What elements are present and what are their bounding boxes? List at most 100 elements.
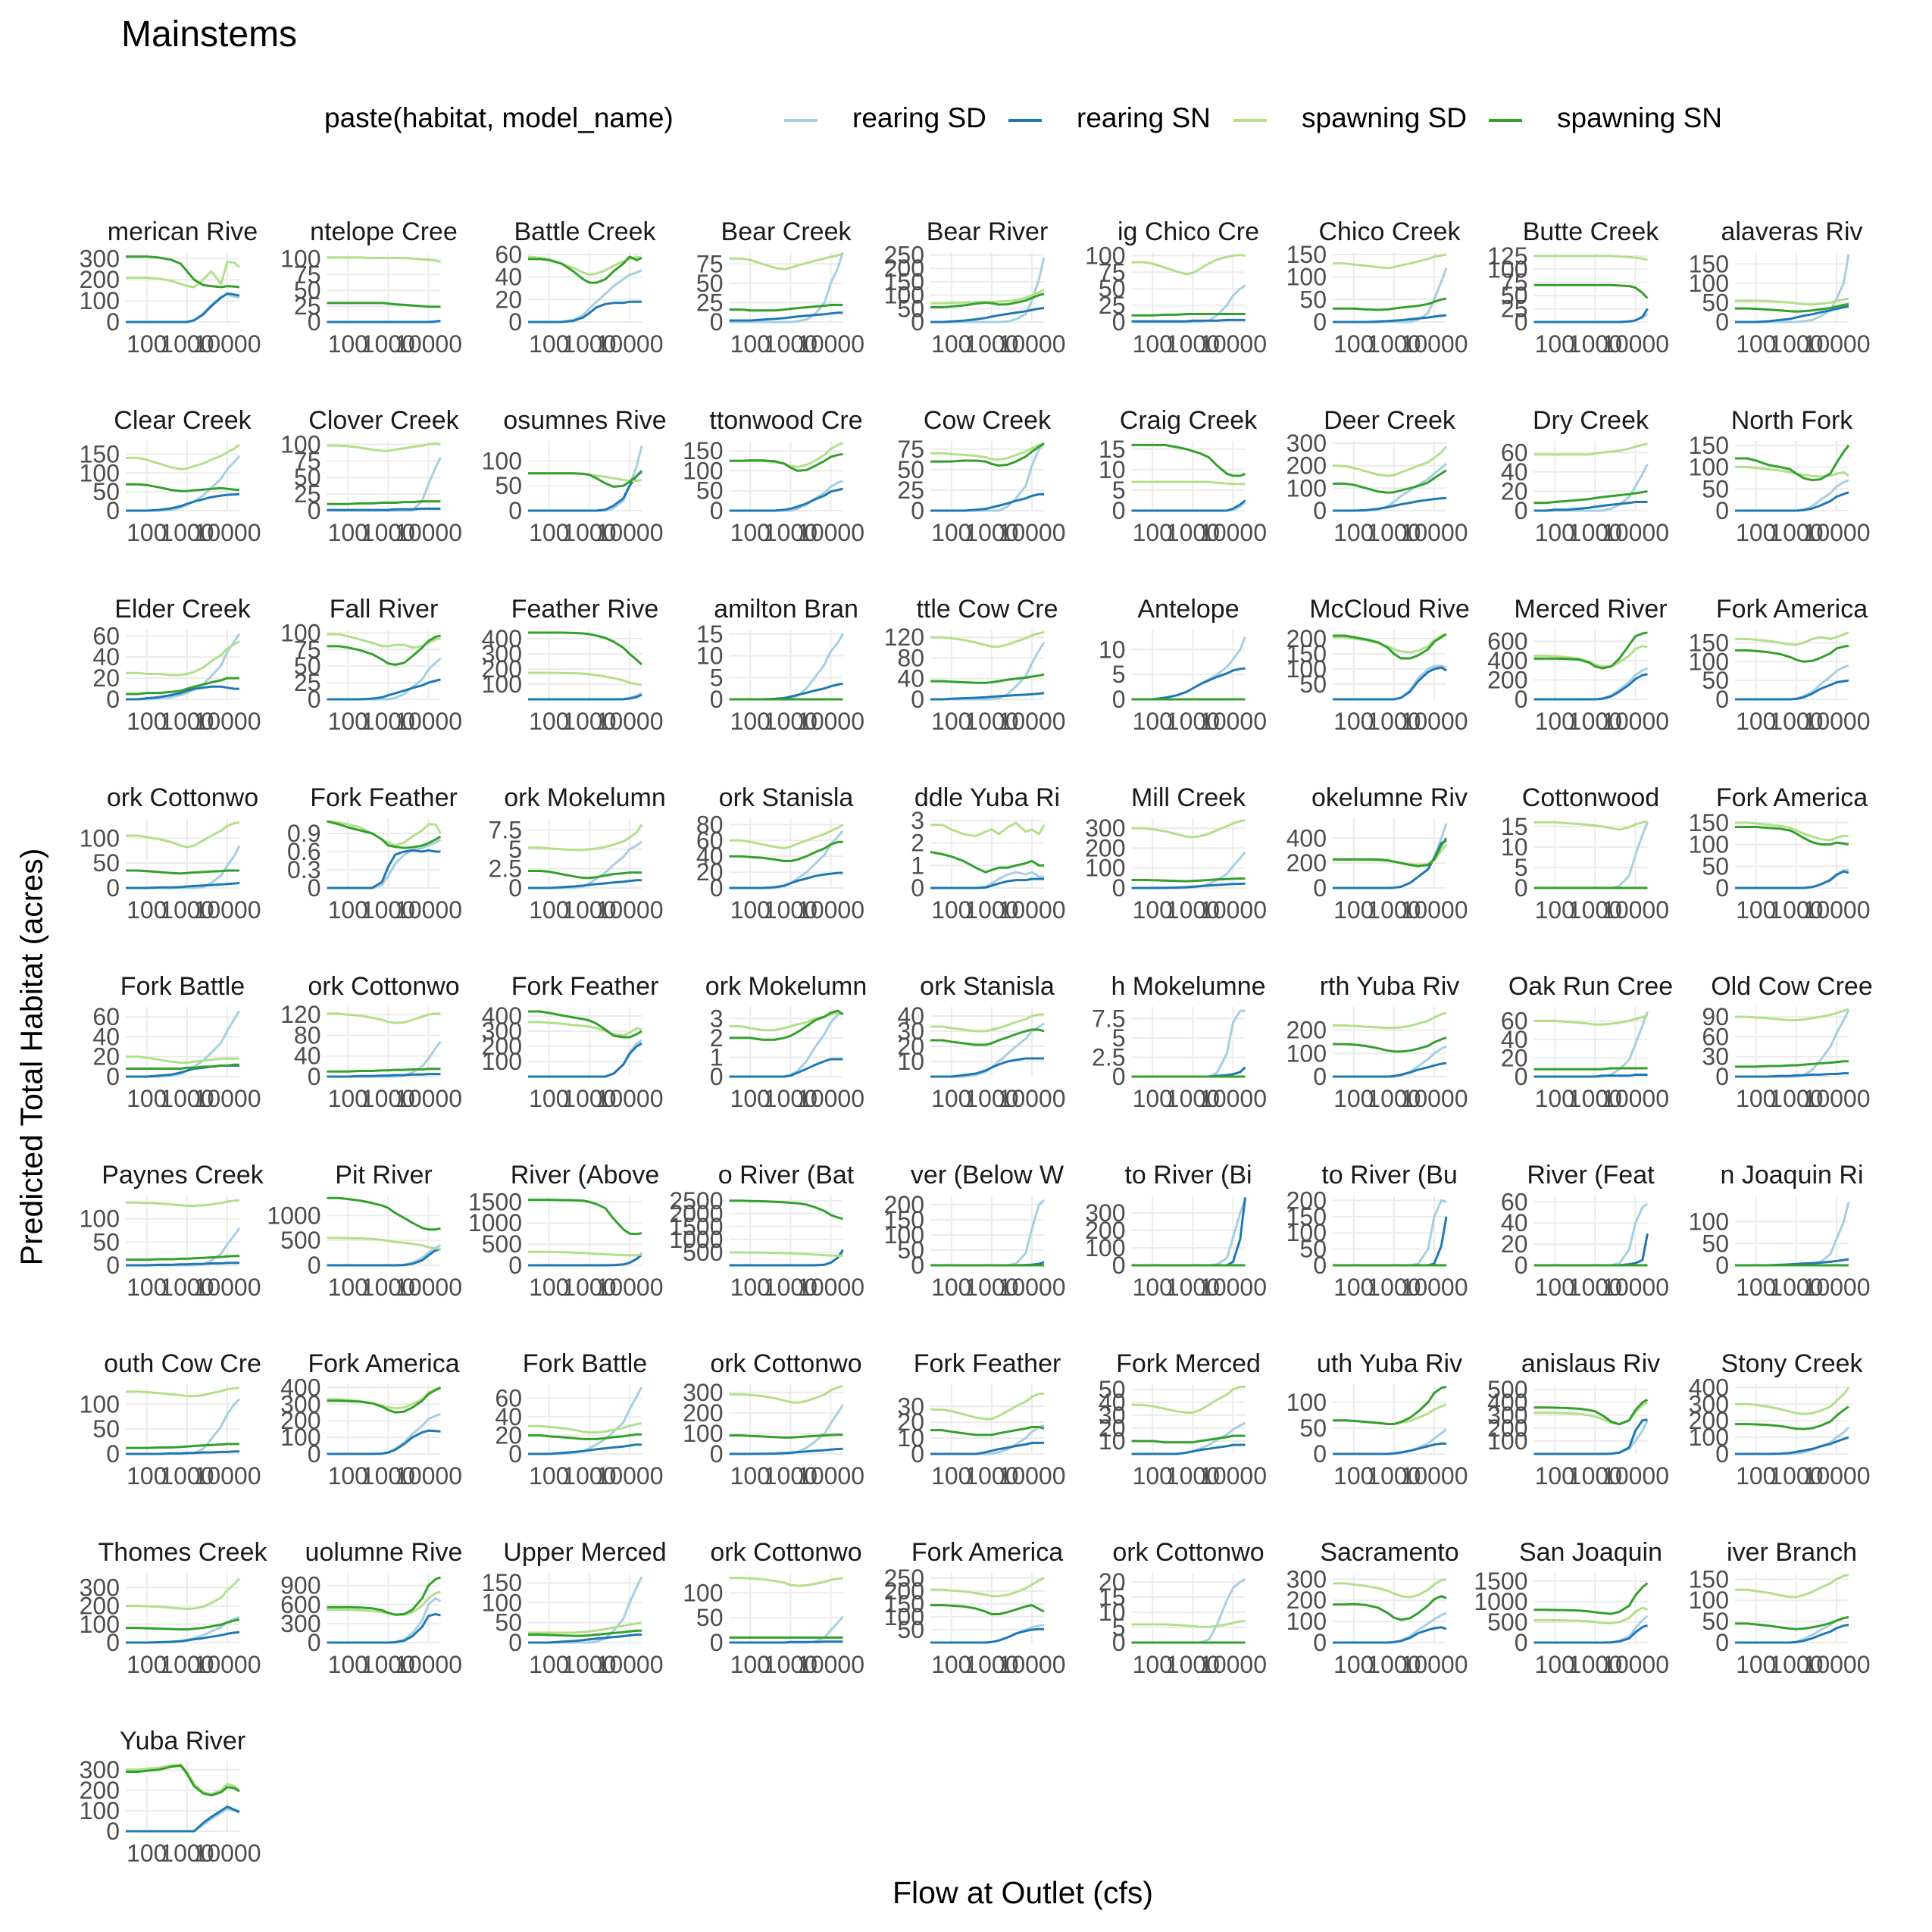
x-tick-label: 10000 [596, 1462, 664, 1490]
x-tick-label: 10000 [1803, 896, 1871, 924]
x-tick-label: 100 [1333, 708, 1374, 735]
y-tick-label: 50 [897, 1236, 924, 1264]
y-tick-label: 300 [1689, 1390, 1729, 1418]
x-tick-label: 1000 [1367, 330, 1421, 358]
x-tick-label: 100 [931, 1462, 971, 1490]
x-tick-label: 1000 [964, 1274, 1018, 1301]
series-line-rearing-sn [930, 492, 1044, 512]
x-tick-label: 1000 [1166, 330, 1220, 358]
y-tick-label: 500 [482, 1230, 522, 1258]
y-tick-label: 400 [1286, 824, 1327, 852]
x-tick-label: 100 [127, 1085, 167, 1112]
y-tick-label: 50 [92, 1228, 120, 1255]
x-tick-label: 1000 [1769, 1085, 1823, 1112]
y-tick-label: 150 [884, 268, 924, 295]
series-line-spawning-sd [1735, 466, 1849, 478]
series-line-rearing-sd [1333, 1428, 1447, 1455]
series-line-spawning-sd [1131, 480, 1246, 486]
series-line-spawning-sn [528, 870, 642, 880]
y-tick-label: 1500 [468, 1188, 522, 1215]
series-line-rearing-sn [126, 292, 240, 324]
x-tick-label: 100 [1736, 708, 1776, 735]
x-tick-label: 100 [1333, 330, 1374, 358]
series-line-spawning-sn [528, 1433, 642, 1440]
y-tick-label: 100 [884, 1603, 924, 1630]
y-tick-label: 300 [80, 1756, 120, 1784]
x-tick-label: 10000 [797, 1462, 864, 1490]
y-tick-label: 50 [897, 456, 924, 483]
series-line-rearing-sn [1735, 1436, 1849, 1455]
y-tick-label: 5 [1112, 477, 1126, 504]
x-tick-label: 100 [1535, 1085, 1575, 1112]
x-tick-label: 100 [529, 708, 569, 735]
series-line-spawning-sd [126, 261, 240, 289]
x-tick-label: 100 [730, 1085, 771, 1112]
series-line-spawning-sd [528, 1422, 642, 1434]
y-tick-label: 0 [911, 686, 924, 713]
y-tick-label: 0 [106, 1252, 120, 1279]
facet-strip-title: San Joaquin [1519, 1538, 1662, 1567]
y-tick-label: 125 [1487, 242, 1527, 270]
series-line-rearing-sn [1333, 1061, 1447, 1078]
x-tick-label: 10000 [194, 896, 261, 924]
series-line-rearing-sd [930, 1624, 1045, 1644]
series-line-spawning-sn [126, 1255, 239, 1261]
series-line-rearing-sn [1333, 1442, 1446, 1455]
series-line-spawning-sn [126, 1063, 239, 1070]
x-tick-label: 1000 [361, 1651, 415, 1678]
y-tick-label: 50 [495, 472, 522, 499]
x-tick-label: 10000 [1401, 1651, 1468, 1678]
x-tick-label: 100 [1736, 1651, 1776, 1678]
series-line-rearing-sn [126, 1630, 240, 1644]
x-tick-label: 100 [1133, 1462, 1173, 1490]
facet-strip-title: alaveras Riv [1721, 217, 1862, 246]
series-line-rearing-sn [729, 1447, 843, 1455]
y-tick-label: 200 [1286, 1587, 1327, 1614]
y-tick-label: 0 [710, 874, 724, 902]
x-tick-label: 10000 [1401, 1085, 1468, 1112]
x-tick-label: 100 [127, 1840, 167, 1867]
series-line-rearing-sd [1333, 462, 1447, 512]
x-tick-label: 100 [1535, 1462, 1575, 1490]
legend-swatch [784, 119, 818, 122]
y-tick-label: 60 [495, 1384, 522, 1411]
y-tick-label: 10 [1099, 636, 1126, 663]
x-tick-label: 1000 [361, 519, 415, 546]
x-tick-label: 100 [529, 330, 569, 358]
x-tick-label: 100 [1333, 1651, 1374, 1678]
facet-strip-title: River (Above [511, 1161, 660, 1190]
y-tick-label: 0 [508, 874, 522, 902]
x-tick-label: 10000 [999, 708, 1066, 735]
y-tick-label: 200 [884, 1577, 924, 1605]
x-tick-label: 100 [328, 708, 368, 735]
y-tick-label: 40 [897, 1002, 924, 1030]
y-tick-label: 200 [1085, 1217, 1125, 1244]
x-tick-label: 100 [1133, 330, 1173, 358]
series-line-spawning-sd [1131, 1619, 1246, 1628]
x-tick-label: 1000 [1367, 708, 1421, 735]
x-tick-label: 100 [127, 896, 167, 924]
y-tick-label: 60 [92, 1003, 120, 1030]
x-tick-label: 1000 [1568, 330, 1622, 358]
x-tick-label: 1000 [964, 1651, 1018, 1678]
series-line-spawning-sd [1735, 1386, 1850, 1415]
series-line-spawning-sd [729, 1011, 843, 1032]
y-tick-label: 100 [1487, 1427, 1527, 1455]
y-tick-label: 40 [495, 1403, 522, 1430]
y-tick-label: 100 [80, 459, 120, 486]
series-line-spawning-sd [126, 1199, 240, 1207]
x-tick-label: 10000 [194, 708, 261, 735]
x-tick-label: 100 [1535, 330, 1575, 358]
y-tick-label: 30 [1702, 1043, 1729, 1071]
facet-strip-title: McCloud Rive [1309, 595, 1470, 624]
x-tick-label: 1000 [160, 708, 214, 735]
series-line-spawning-sn [126, 255, 240, 289]
y-tick-label: 100 [884, 1221, 924, 1249]
y-tick-label: 2000 [669, 1200, 723, 1227]
